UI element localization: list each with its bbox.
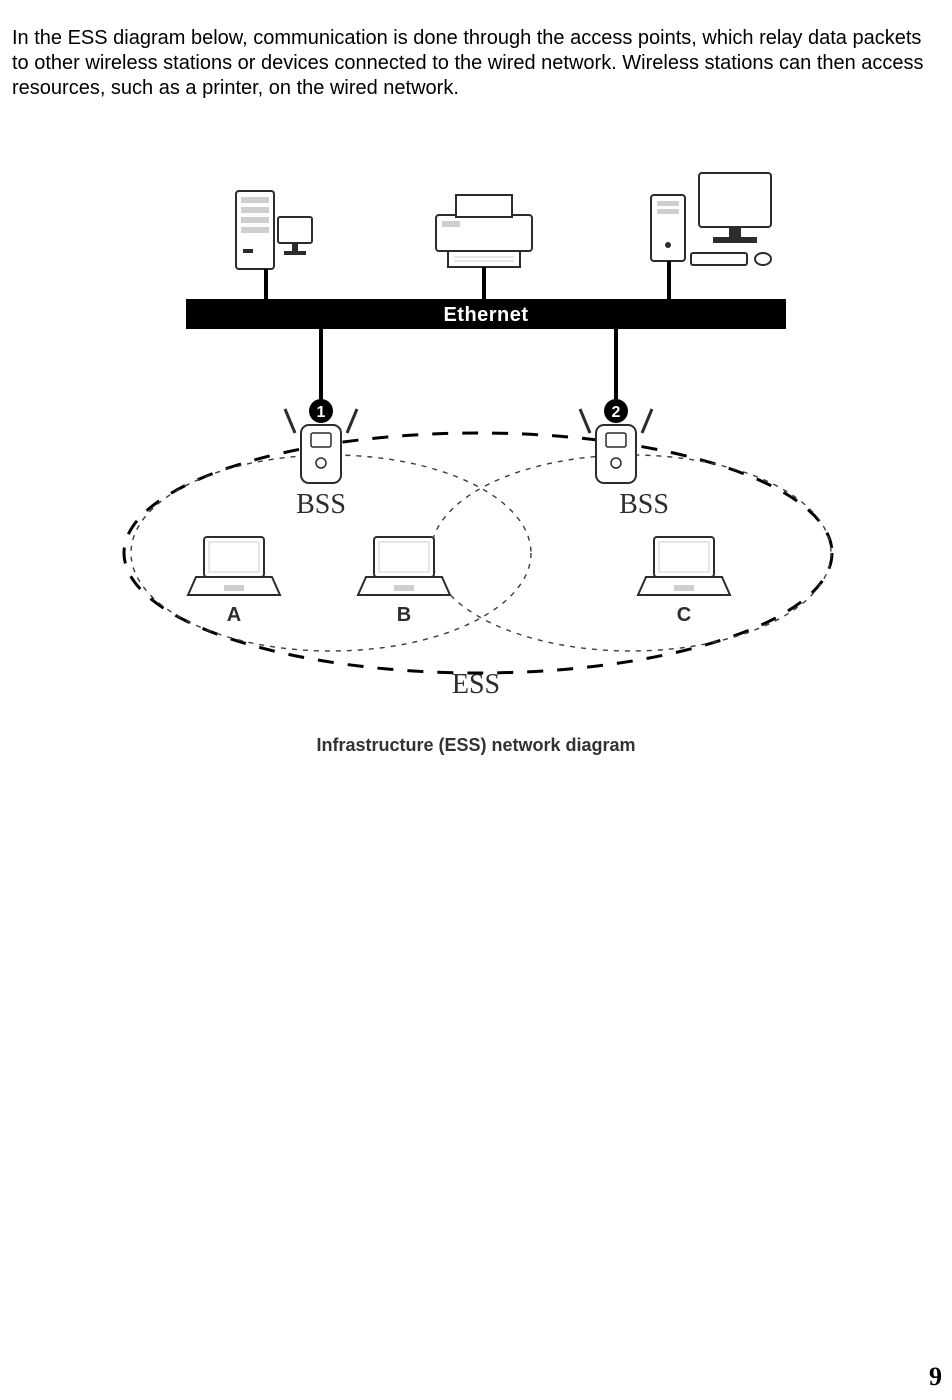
- bss-1-label: BSS: [296, 489, 346, 520]
- page: In the ESS diagram below, communication …: [0, 0, 952, 1400]
- laptop-a-label: A: [227, 604, 241, 626]
- page-number: 9: [929, 1362, 942, 1392]
- access-point-2-icon: 2: [580, 399, 652, 483]
- diagram-container: Ethernet 1 BSS: [12, 161, 940, 721]
- server-icon: [236, 191, 312, 299]
- laptop-b-label: B: [397, 604, 411, 626]
- ap-2-badge: 2: [612, 404, 621, 421]
- ap-1-badge: 1: [317, 404, 326, 421]
- ess-network-diagram: Ethernet 1 BSS: [106, 161, 846, 721]
- bss-1-ellipse: [131, 455, 531, 651]
- ess-label: ESS: [452, 669, 500, 700]
- laptop-c-icon: [638, 537, 730, 595]
- diagram-caption: Infrastructure (ESS) network diagram: [12, 735, 940, 756]
- desktop-icon: [651, 173, 771, 299]
- laptop-c-label: C: [677, 604, 691, 626]
- laptop-a-icon: [188, 537, 280, 595]
- printer-icon: [436, 195, 532, 299]
- laptop-b-icon: [358, 537, 450, 595]
- ethernet-label: Ethernet: [443, 304, 528, 326]
- intro-paragraph: In the ESS diagram below, communication …: [12, 26, 940, 101]
- bss-2-label: BSS: [619, 489, 669, 520]
